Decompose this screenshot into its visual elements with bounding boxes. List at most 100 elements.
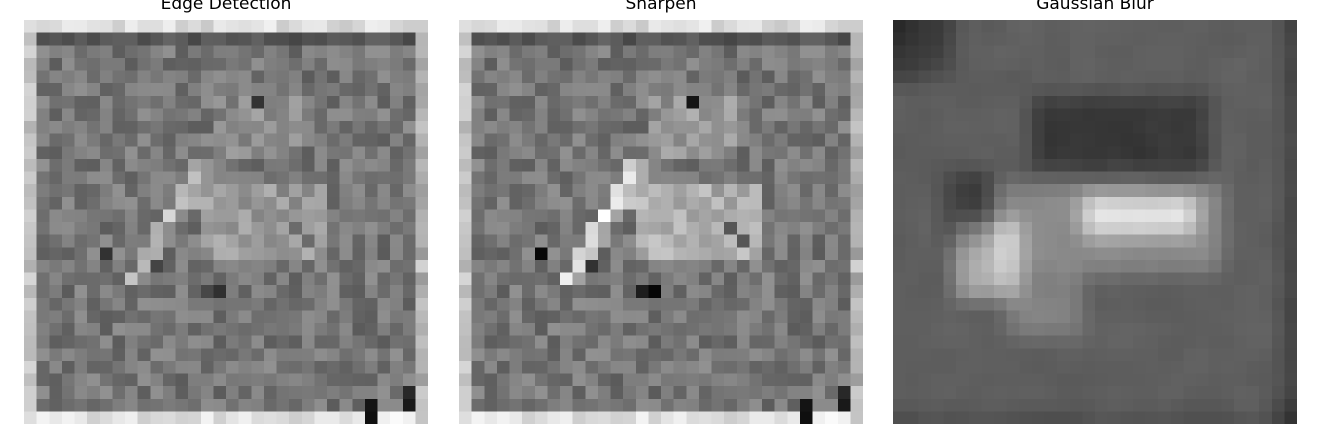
pixel [1170, 32, 1184, 46]
pixel [749, 209, 763, 223]
pixel [352, 146, 366, 160]
pixel [673, 310, 687, 324]
pixel [459, 184, 472, 198]
pixel [150, 146, 164, 160]
pixel [263, 95, 277, 109]
pixel [402, 133, 416, 147]
pixel [547, 121, 561, 134]
pixel [364, 70, 378, 84]
pixel [648, 310, 662, 324]
pixel [572, 184, 586, 198]
pixel [1107, 184, 1121, 198]
pixel [1145, 272, 1159, 286]
pixel [534, 297, 548, 311]
pixel [1057, 108, 1071, 122]
pixel [1271, 335, 1285, 349]
pixel [812, 70, 826, 84]
pixel [1170, 222, 1184, 235]
pixel [774, 348, 788, 362]
pixel [893, 297, 906, 311]
pixel [49, 57, 63, 71]
pixel [893, 196, 906, 210]
pixel [175, 133, 189, 147]
pixel [673, 272, 687, 286]
pixel [1057, 360, 1071, 374]
pixel [263, 158, 277, 172]
pixel [61, 297, 75, 311]
pixel [1221, 323, 1235, 336]
pixel [560, 133, 573, 147]
pixel [1069, 121, 1083, 134]
pixel [150, 285, 164, 299]
pixel [736, 234, 750, 248]
pixel [1246, 348, 1260, 362]
pixel [648, 158, 662, 172]
pixel [918, 83, 932, 97]
pixel [238, 45, 252, 59]
pixel [534, 133, 548, 147]
pixel [87, 247, 101, 261]
pixel [648, 285, 662, 299]
pixel [918, 310, 932, 324]
pixel [496, 297, 510, 311]
pixel [918, 95, 932, 109]
pixel [402, 57, 416, 71]
pixel [930, 209, 944, 223]
pixel [930, 398, 944, 412]
pixel [825, 234, 839, 248]
pixel [956, 45, 970, 59]
pixel [74, 247, 88, 261]
pixel [547, 83, 561, 97]
pixel [560, 323, 573, 336]
pixel [1158, 184, 1172, 198]
pixel [251, 171, 265, 185]
pixel [994, 83, 1007, 97]
pixel [390, 121, 404, 134]
pixel [87, 57, 101, 71]
pixel [560, 184, 573, 198]
pixel [1183, 360, 1197, 374]
pixel [774, 83, 788, 97]
pixel [1196, 209, 1209, 223]
pixel [893, 222, 906, 235]
pixel [686, 32, 700, 46]
pixel [364, 360, 378, 374]
pixel [125, 196, 138, 210]
pixel [981, 133, 995, 147]
pixel [736, 133, 750, 147]
pixel [327, 95, 340, 109]
pixel [24, 386, 37, 400]
pixel [364, 247, 378, 261]
pixel [686, 171, 700, 185]
pixel [1132, 348, 1146, 362]
pixel [125, 335, 138, 349]
pixel [1031, 70, 1045, 84]
pixel [930, 297, 944, 311]
pixel [1031, 184, 1045, 198]
pixel [623, 398, 637, 412]
pixel [522, 360, 536, 374]
pixel [377, 158, 391, 172]
pixel [724, 386, 738, 400]
pixel [1019, 45, 1033, 59]
pixel [1259, 184, 1273, 198]
pixel [711, 95, 725, 109]
pixel [661, 234, 674, 248]
pixel [484, 196, 498, 210]
pixel [534, 348, 548, 362]
pixel [534, 222, 548, 235]
pixel [74, 297, 88, 311]
pixel [850, 335, 863, 349]
pixel [1196, 360, 1209, 374]
pixel [1208, 209, 1222, 223]
pixel [623, 83, 637, 97]
pixel [74, 171, 88, 185]
pixel [188, 360, 202, 374]
pixel [1158, 310, 1172, 324]
pixel [1158, 323, 1172, 336]
pixel [1221, 335, 1235, 349]
pixel [509, 234, 523, 248]
pixel [1183, 209, 1197, 223]
pixel [698, 373, 712, 387]
pixel [251, 234, 265, 248]
